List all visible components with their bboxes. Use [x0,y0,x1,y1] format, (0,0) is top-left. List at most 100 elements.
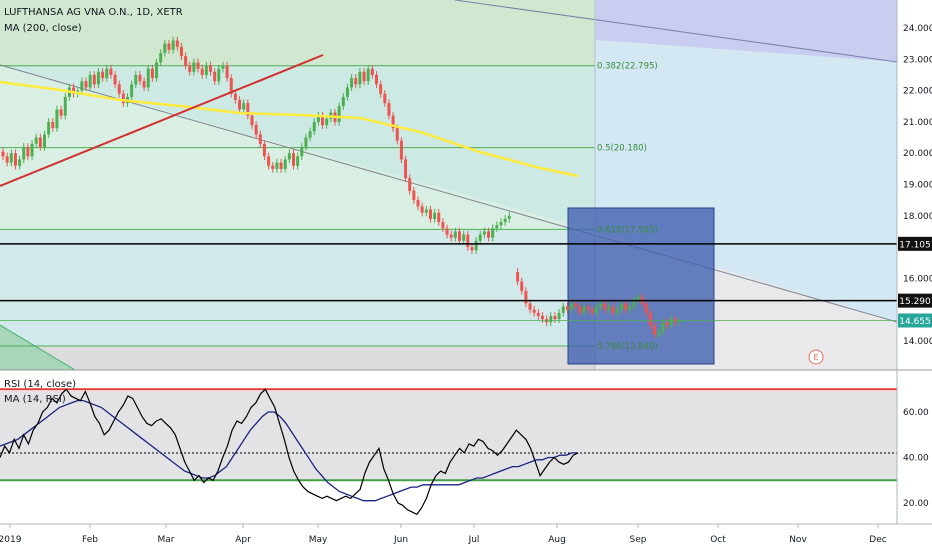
candle-body [175,40,179,47]
candle-body [375,74,378,85]
level-badge [898,236,932,251]
candle-body [92,74,96,85]
candle-body [474,240,478,251]
price-tick-label: 24.000 [903,24,932,34]
candle-body [134,74,138,85]
time-tick-label: 2019 [0,535,22,545]
time-tick-label: Mar [158,535,175,545]
candle-body [279,162,283,169]
candle-body [669,319,673,326]
candle-body [416,200,420,207]
rsi-ma-legend[interactable]: MA (14, RSI) [4,394,66,405]
level-badge-text: 15.290 [899,297,931,307]
candle-body [300,146,304,157]
candle-body [362,71,366,82]
candle-body [624,303,627,310]
time-tick-label: Jul [468,535,480,545]
fib-level-label: 0.5(20.180) [597,144,647,154]
candle-body [242,103,246,110]
fib-level-label: 0.382(22.795) [597,62,658,72]
candle-body [204,65,208,75]
candle-body [470,247,474,251]
position-box[interactable] [567,207,715,365]
candle-body [599,303,603,307]
candle-body [138,74,142,82]
price-axis[interactable]: 24.000 23.000 22.000 21.000 20.000 19.000 18.0… [903,24,932,347]
time-tick-label: Feb [82,535,98,545]
candle-body [541,315,544,320]
earnings-marker-icon[interactable] [808,349,824,365]
red-trendline[interactable] [0,54,324,187]
horizontal-levels [0,243,897,321]
candle-body [38,137,42,147]
candle-body [96,71,100,85]
rsi-legend[interactable]: RSI (14, close) [4,379,77,390]
candle-body [88,74,92,88]
candle-body [121,93,125,104]
candle-body [150,68,154,79]
rsi-tick-label: 60.00 [903,408,929,418]
candle-body [213,71,217,82]
earnings-marker-letter: E [813,353,818,362]
candle-body [262,143,266,157]
candle-body [188,65,192,72]
price-tick-label: 21.000 [903,118,932,128]
candle-body [275,162,279,169]
candle-body [366,68,370,82]
candle-body [433,212,437,219]
rsi-tick-label: 40.00 [903,454,929,464]
candle-body [209,65,212,72]
candle-body [578,306,582,313]
candle-body [350,78,354,88]
channel-upper-line[interactable] [454,0,898,63]
fib-zone-top [0,0,595,65]
candle-body [532,309,536,313]
candle-body [487,231,491,238]
candle-body [63,96,67,116]
candle-body [250,115,254,126]
last-price-badge-text: 14.655 [899,317,931,327]
candle-body [582,306,586,313]
candle-body [146,68,150,88]
candle-body [520,281,524,291]
candles [1,36,681,339]
candle-body [383,93,387,104]
ma-legend[interactable]: MA (200, close) [4,23,82,34]
rsi-line[interactable] [0,388,579,516]
candle-body [267,156,271,166]
candle-body [109,68,113,75]
time-tick-label: Nov [789,535,807,545]
candle-body [80,81,84,91]
candle-body [574,303,578,307]
candle-body [221,65,225,69]
candle-body [657,331,661,335]
candle-body [308,131,312,138]
candle-body [184,56,188,66]
symbol-title[interactable]: LUFTHANSA AG VNA O.N., 1D, XETR [4,7,183,18]
candle-body [43,134,46,147]
rsi-axis[interactable]: 60.00 40.00 20.00 [903,408,929,509]
candle-body [607,306,611,310]
candle-body [499,222,503,226]
candle-body [59,109,63,116]
ma200-line[interactable] [0,80,579,178]
time-tick-label: Dec [869,535,886,545]
candle-body [586,306,590,310]
time-axis[interactable]: 2019 Feb Mar Apr May Jun Jul Aug Sep Oct Nov Dec [0,524,887,545]
candle-body [636,297,640,301]
candle-body [478,234,482,241]
candle-body [337,106,341,122]
candle-body [379,84,383,94]
candle-body [590,309,594,313]
candle-body [271,165,275,169]
candle-body [1,151,5,157]
candle-body [648,312,652,326]
candle-body [155,62,159,79]
candle-body [47,121,51,135]
candle-body [458,231,461,241]
rsi-ma-line[interactable] [0,399,578,502]
channel-lower-line[interactable] [0,64,898,323]
candle-body [445,228,449,235]
